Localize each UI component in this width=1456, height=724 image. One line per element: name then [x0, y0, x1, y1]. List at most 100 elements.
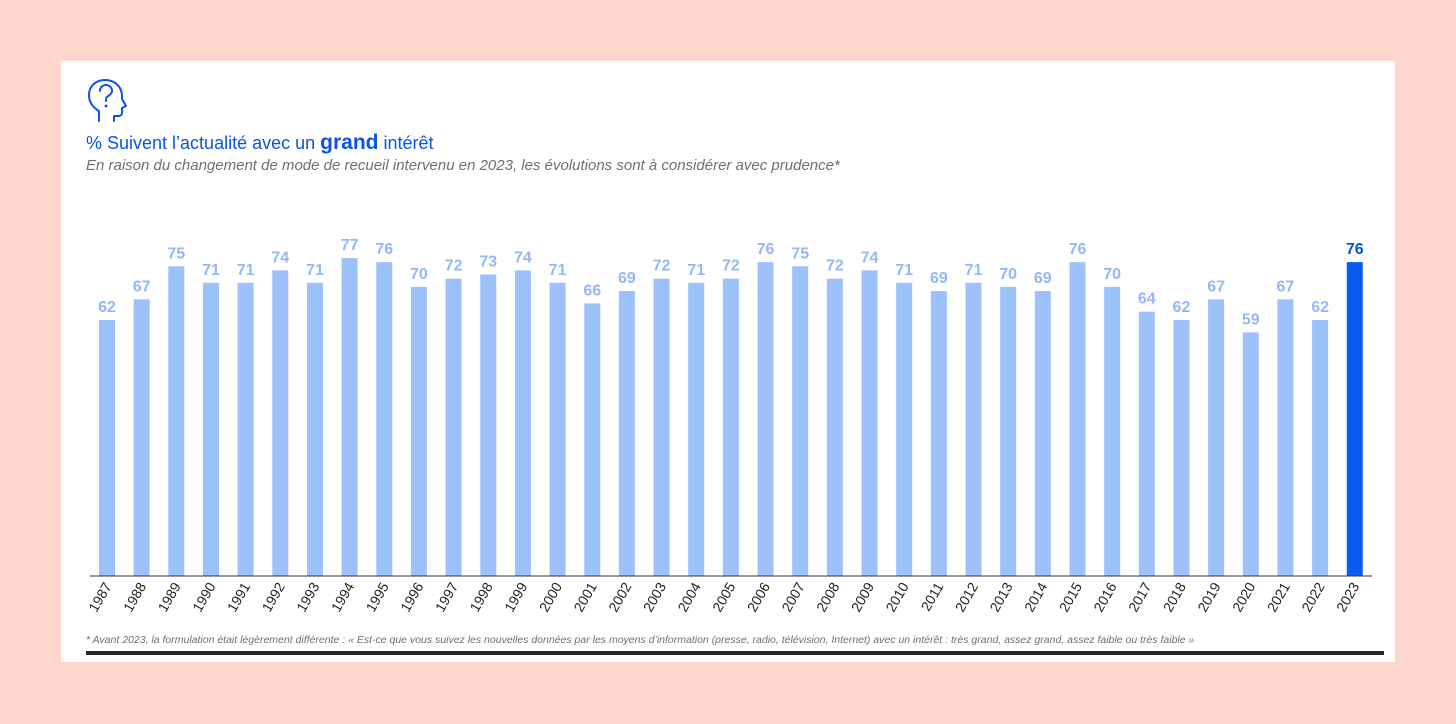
data-label-2008: 72	[826, 258, 844, 275]
bar-2012	[965, 282, 982, 576]
data-label-1987: 62	[98, 299, 116, 316]
bar-1994	[341, 258, 358, 576]
data-label-1988: 67	[133, 278, 151, 295]
data-label-2018: 62	[1173, 299, 1191, 316]
x-tick-label-2003: 2003	[640, 579, 670, 614]
x-tick-label-2013: 2013	[986, 579, 1016, 614]
bar-2003	[653, 278, 670, 576]
title-prefix: % Suivent l’actualité avec un	[86, 133, 316, 153]
bar-2009	[861, 270, 878, 576]
x-tick-label-2019: 2019	[1194, 579, 1224, 614]
x-tick-label-2021: 2021	[1264, 579, 1294, 614]
bar-2015	[1069, 262, 1086, 576]
x-tick-label-2016: 2016	[1090, 579, 1120, 614]
x-tick-label-2014: 2014	[1021, 579, 1051, 614]
data-label-1994: 77	[341, 237, 359, 254]
bar-2002	[618, 291, 635, 576]
x-tick-label-2012: 2012	[952, 579, 982, 614]
x-tick-label-2020: 2020	[1229, 579, 1259, 614]
x-tick-label-1991: 1991	[224, 579, 254, 614]
data-label-2017: 64	[1138, 291, 1156, 308]
head-question-icon	[88, 79, 127, 122]
data-label-2001: 66	[583, 282, 601, 299]
x-tick-label-1988: 1988	[120, 579, 150, 614]
x-tick-label-2008: 2008	[813, 579, 843, 614]
x-tick-label-1998: 1998	[466, 579, 496, 614]
bar-1996	[410, 286, 427, 576]
bar-2000	[549, 282, 566, 576]
data-label-1992: 74	[271, 249, 289, 266]
bar-2010	[896, 282, 913, 576]
data-label-2009: 74	[861, 249, 879, 266]
data-label-2019: 67	[1207, 278, 1225, 295]
x-tick-label-2018: 2018	[1160, 579, 1190, 614]
x-tick-label-1990: 1990	[189, 579, 219, 614]
bar-1990	[202, 282, 219, 576]
bar-1998	[480, 274, 497, 576]
x-tick-label-1996: 1996	[397, 579, 427, 614]
bar-1993	[306, 282, 323, 576]
data-label-1997: 72	[445, 258, 463, 275]
x-tick-label-2000: 2000	[536, 579, 566, 614]
bar-1991	[237, 282, 254, 576]
bar-1992	[272, 270, 289, 576]
data-label-1989: 75	[167, 245, 185, 262]
bar-2006	[757, 262, 774, 576]
data-label-2000: 71	[549, 262, 567, 279]
data-label-2006: 76	[757, 241, 775, 258]
data-label-2016: 70	[1103, 266, 1121, 283]
data-label-2014: 69	[1034, 270, 1052, 287]
bar-1997	[445, 278, 462, 576]
bar-2018	[1173, 319, 1190, 576]
x-tick-label-1993: 1993	[293, 579, 323, 614]
chart-card: % Suivent l’actualité avec un grand inté…	[61, 61, 1395, 662]
bar-2005	[722, 278, 739, 576]
data-label-1991: 71	[237, 262, 255, 279]
bar-2013	[1000, 286, 1017, 576]
x-tick-label-2007: 2007	[778, 579, 808, 614]
data-label-1993: 71	[306, 262, 324, 279]
bar-2020	[1242, 332, 1259, 576]
data-label-1998: 73	[479, 254, 497, 271]
bar-2022	[1312, 319, 1329, 576]
x-tick-label-1994: 1994	[328, 579, 358, 614]
data-label-2022: 62	[1311, 299, 1329, 316]
data-label-2012: 71	[965, 262, 983, 279]
x-tick-label-1995: 1995	[362, 579, 392, 614]
chart-subtitle: En raison du changement de mode de recue…	[86, 157, 840, 174]
bar-2001	[584, 303, 601, 576]
bar-chart: 62 1987 67 1988 75 1989 71 1990 71 1991 74 1992 71 19…	[85, 237, 1372, 614]
x-tick-label-2017: 2017	[1125, 579, 1155, 614]
bar-2023	[1346, 262, 1363, 576]
title-emphasis: grand	[320, 131, 379, 154]
x-tick-label-1997: 1997	[432, 579, 462, 614]
x-tick-label-1992: 1992	[258, 579, 288, 614]
data-label-1999: 74	[514, 249, 532, 266]
bottom-rule	[86, 651, 1384, 655]
data-label-2013: 70	[999, 266, 1017, 283]
title-suffix: intérêt	[383, 133, 434, 153]
footnote: * Avant 2023, la formulation était légèr…	[86, 634, 1195, 646]
x-tick-label-2010: 2010	[882, 579, 912, 614]
x-tick-label-1987: 1987	[85, 579, 115, 614]
data-label-2011: 69	[930, 270, 948, 287]
data-label-2004: 71	[687, 262, 705, 279]
bar-2011	[930, 291, 947, 576]
bar-2017	[1138, 311, 1155, 576]
bar-2014	[1034, 291, 1051, 576]
bar-2008	[826, 278, 843, 576]
data-label-2020: 59	[1242, 311, 1260, 328]
data-label-2003: 72	[653, 258, 671, 275]
data-label-2005: 72	[722, 258, 740, 275]
x-tick-label-2023: 2023	[1333, 579, 1363, 614]
x-tick-label-2004: 2004	[674, 579, 704, 614]
bar-1988	[133, 299, 150, 576]
bar-1987	[99, 319, 115, 576]
x-tick-label-2001: 2001	[570, 579, 600, 614]
bar-1999	[514, 270, 531, 576]
bar-2019	[1208, 299, 1225, 576]
chart-title: % Suivent l’actualité avec un grand inté…	[86, 131, 434, 155]
x-tick-label-2006: 2006	[744, 579, 774, 614]
x-tick-label-2022: 2022	[1298, 579, 1328, 614]
data-label-2007: 75	[791, 245, 809, 262]
